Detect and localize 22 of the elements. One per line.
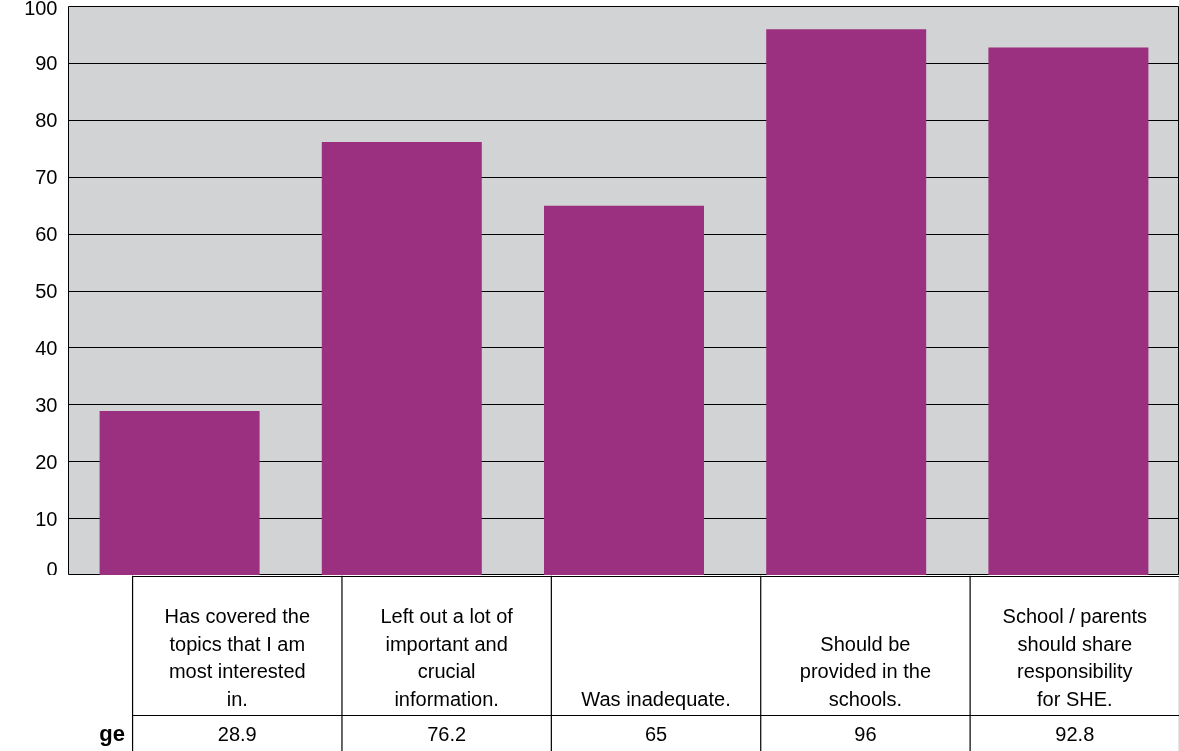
text: ge: [99, 721, 126, 746]
data-label: 76.2: [427, 722, 467, 745]
y-tick-label: 80: [35, 109, 58, 132]
y-tick-label: 30: [35, 393, 58, 416]
data-label: 28.9: [217, 722, 257, 745]
x-tick-label: School / parents should share responsibility for SHE.: [1002, 605, 1148, 710]
y-tick-label: 20: [35, 450, 58, 473]
x-tick-label: Left out a lot of important and crucial information.: [380, 605, 514, 710]
y-tick-label: 50: [35, 280, 58, 302]
y-tick-label: 60: [35, 223, 58, 246]
y-tick-label: 100: [24, 0, 58, 19]
y-tick-label: 70: [35, 166, 58, 189]
data-label: 96: [854, 722, 877, 745]
y-tick-label: 10: [35, 507, 58, 530]
x-tick-label: Has covered the topics that I am most interested in.: [164, 605, 311, 710]
data-label: 92.8: [1055, 722, 1095, 745]
y-tick-label: 0: [46, 557, 58, 580]
x-tick-label: Should be provided in the schools.: [799, 632, 932, 710]
y-tick-label: 90: [35, 52, 58, 75]
y-tick-label: 40: [35, 336, 58, 359]
x-tick-label: Was inadequate.: [581, 687, 731, 710]
data-label: 65: [644, 722, 668, 745]
